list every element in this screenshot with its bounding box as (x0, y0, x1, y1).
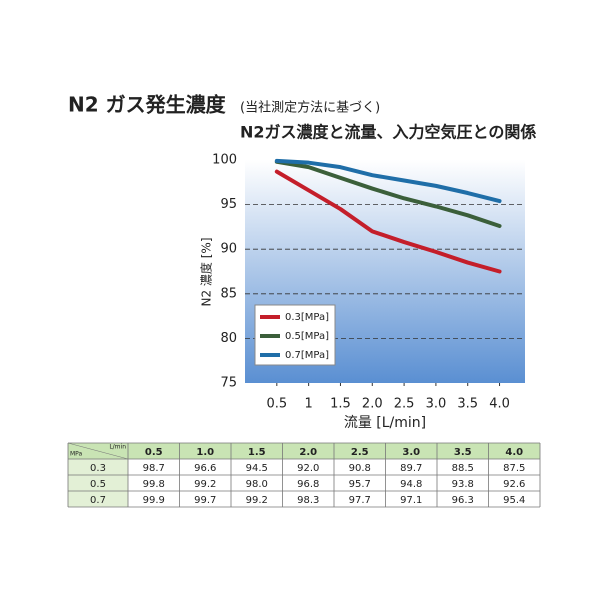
table-cell: 95.4 (503, 495, 525, 506)
table-cell: 98.7 (143, 463, 165, 474)
table-cell: 95.7 (349, 479, 371, 490)
table-cell: 92.6 (503, 479, 525, 490)
table-cell: 93.8 (452, 479, 474, 490)
table-column: 2.5 (351, 447, 369, 458)
table-cell: 88.5 (452, 463, 474, 474)
table-cell: 99.9 (143, 495, 165, 506)
table-cell: 97.1 (400, 495, 422, 506)
y-tick-label: 90 (220, 242, 237, 257)
table-cell: 98.3 (297, 495, 319, 506)
legend-label: 0.3[MPa] (285, 312, 329, 323)
table-column: 3.0 (402, 447, 420, 458)
table-cell: 90.8 (349, 463, 371, 474)
title: N2 ガス発生濃度 (68, 93, 227, 117)
table-cell: 99.7 (194, 495, 216, 506)
y-tick-label: 80 (220, 331, 237, 346)
table-cell: 94.8 (400, 479, 422, 490)
line (274, 169, 502, 274)
table-cell: 96.3 (452, 495, 474, 506)
table-cell: 94.5 (246, 463, 268, 474)
table-header-bg (68, 443, 540, 459)
table-cell: 96.6 (194, 463, 216, 474)
table-cell: 99.2 (246, 495, 268, 506)
table-cell: 99.2 (194, 479, 216, 490)
legend-label: 0.7[MPa] (285, 350, 329, 361)
table-column: 4.0 (505, 447, 523, 458)
table-column: 1.0 (196, 447, 214, 458)
table-cell: 87.5 (503, 463, 525, 474)
x-tick-label: 2.0 (362, 397, 383, 412)
y-tick-label: 100 (212, 153, 237, 168)
x-tick-label: 4.0 (489, 397, 510, 412)
line (274, 158, 502, 204)
x-tick-label: 3.0 (426, 397, 447, 412)
x-tick-label: 0.5 (266, 397, 287, 412)
table-column: 1.5 (248, 447, 266, 458)
table-cell: 0.7 (90, 495, 106, 506)
table-column: 3.5 (454, 447, 472, 458)
y-tick-label: 85 (220, 286, 237, 301)
x-tick-label: 2.5 (394, 397, 415, 412)
table-diagonal (67, 442, 129, 460)
x-tick-label: 3.5 (457, 397, 478, 412)
table-cell: 98.0 (246, 479, 268, 490)
table-corner: L/min (109, 444, 126, 451)
y-tick-label: 75 (220, 376, 237, 391)
table-cell: 89.7 (400, 463, 422, 474)
table-corner: MPa (70, 451, 83, 458)
x-axis-label: 流量 [L/min] (344, 415, 426, 431)
y-tick-label: 95 (220, 197, 237, 212)
line (274, 159, 502, 229)
table-cell: 0.3 (90, 463, 106, 474)
subtitle: (当社測定方法に基づく) (240, 100, 380, 116)
table-column: 2.0 (299, 447, 317, 458)
table-rowhead-bg (68, 459, 128, 507)
y-axis-label: N2 濃度 [%] (199, 237, 214, 306)
table-cell: 99.8 (143, 479, 165, 490)
table-cell: 97.7 (349, 495, 371, 506)
x-tick-label: 1.5 (330, 397, 351, 412)
table-cell: 0.5 (90, 479, 106, 490)
table-cell: 96.8 (297, 479, 319, 490)
table-column: 0.5 (145, 447, 163, 458)
legend-label: 0.5[MPa] (285, 331, 329, 342)
table-cell: 92.0 (297, 463, 319, 474)
heading: N2ガス濃度と流量、入力空気圧との関係 (240, 123, 536, 142)
x-tick-label: 1 (304, 397, 312, 412)
